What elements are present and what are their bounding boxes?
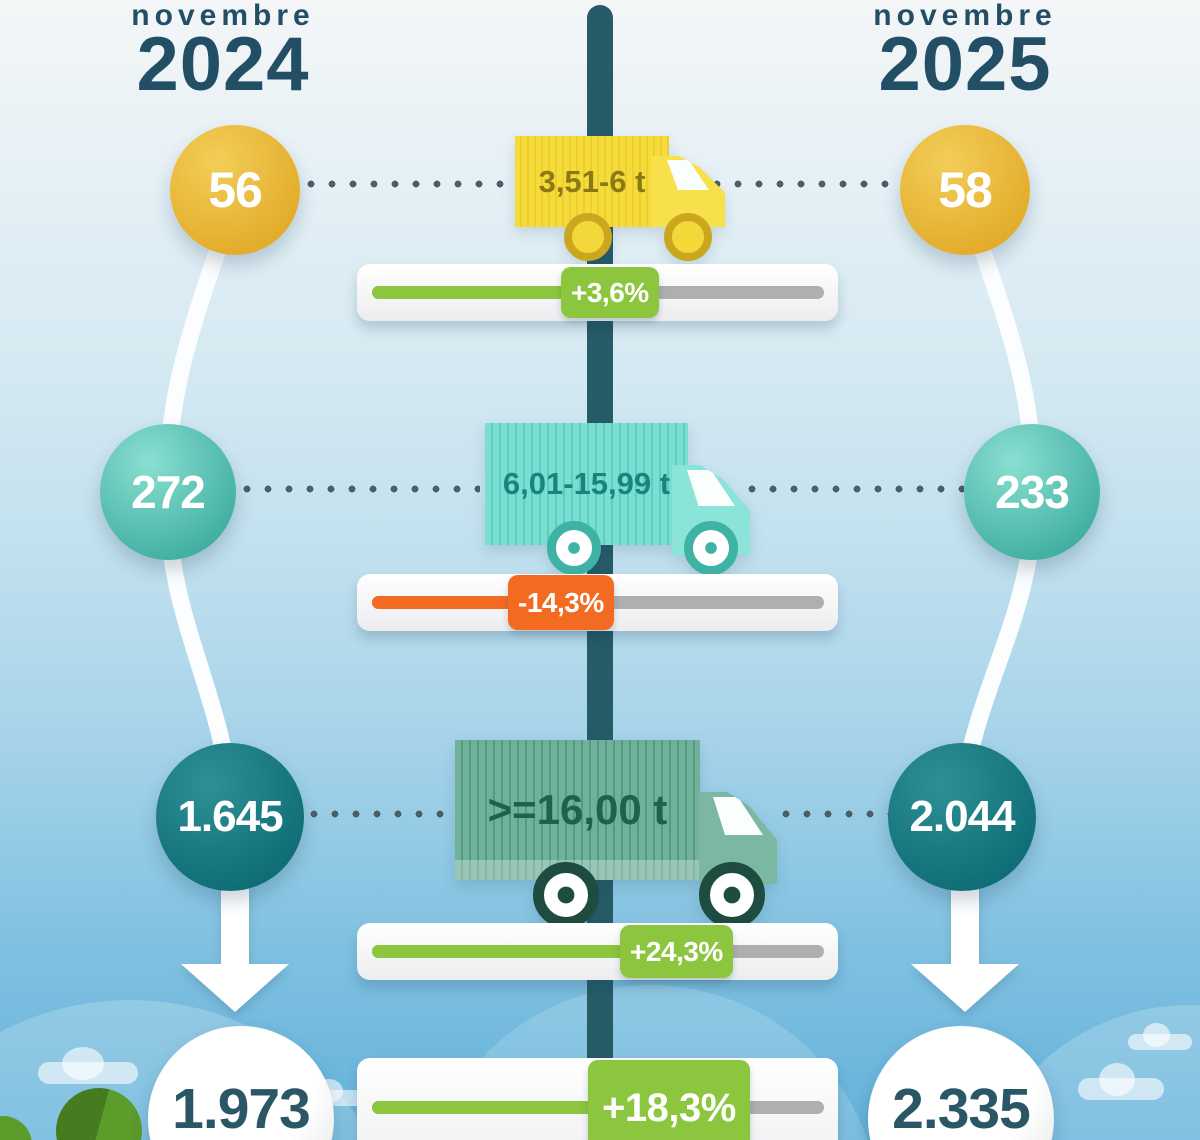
truck-wheel [664,213,712,261]
truck-cargo-box: 3,51-6 t [515,136,669,227]
change-badge: -14,3% [508,575,614,630]
weight-class-label: 3,51-6 t [538,163,646,199]
truck-wheel [533,862,599,928]
dotted-connector [310,810,452,818]
year-label: 2024 [136,22,310,107]
cloud-icon [38,1047,138,1084]
arrow-shaft [951,882,979,966]
truck-wheel [564,213,612,261]
bar-fill [372,596,512,609]
truck-wheel [684,521,738,575]
dotted-connector [307,180,512,188]
value-circle-2024-large: 1.645 [156,743,304,891]
arrow-head [911,964,1019,1012]
truck-cargo-box: >=16,00 t [455,740,700,880]
dotted-connector [243,485,480,493]
value-circle-2024-medium: 272 [100,424,236,560]
change-badge: +18,3% [588,1060,750,1140]
change-badge: +3,6% [561,267,659,318]
value-circle-2025-medium: 233 [964,424,1100,560]
year-label: 2025 [878,22,1052,107]
bar-fill [372,1101,592,1114]
cloud-icon [1078,1063,1164,1100]
column-header-2024: novembre 2024 [108,0,338,107]
cloud-icon [1128,1023,1192,1050]
dotted-connector [782,810,892,818]
bar-fill [372,945,625,958]
small-truck-icon: 3,51-6 t [515,136,745,266]
arrow-head [181,964,289,1012]
truck-wheel [699,862,765,928]
truck-windshield [713,797,763,835]
truck-wheel [547,521,601,575]
change-bar-large: +24,3% [357,923,838,980]
change-bar-small: +3,6% [357,264,838,321]
change-badge: +24,3% [620,925,733,978]
arrow-shaft [221,882,249,966]
bar-fill [372,286,607,299]
change-bar-total: +18,3% [357,1058,838,1140]
total-value: 2.335 [892,1077,1031,1140]
weight-class-label: 6,01-15,99 t [502,466,671,501]
large-truck-icon: >=16,00 t [455,740,790,928]
month-label: novembre [873,0,1057,32]
value-circle-2025-small: 58 [900,125,1030,255]
medium-truck-icon: 6,01-15,99 t [485,423,760,575]
month-label: novembre [131,0,315,32]
weight-class-label: >=16,00 t [487,786,668,833]
dotted-connector [748,485,964,493]
total-value: 1.973 [172,1077,311,1140]
value-circle-2024-small: 56 [170,125,300,255]
truck-windshield [667,160,709,190]
column-header-2025: novembre 2025 [850,0,1080,107]
change-bar-medium: -14,3% [357,574,838,631]
value-circle-2025-large: 2.044 [888,743,1036,891]
dotted-connector [713,180,899,188]
truck-windshield [687,470,735,506]
